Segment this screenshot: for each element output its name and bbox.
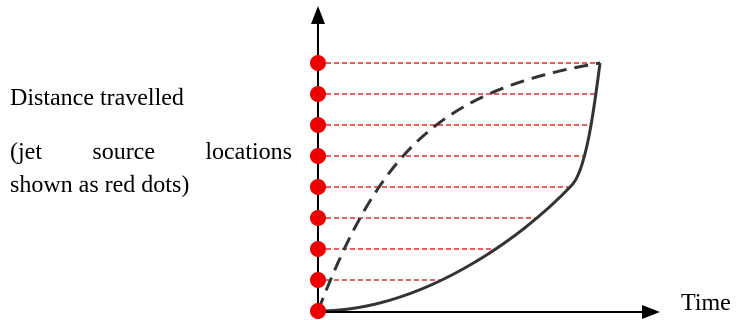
dashed-curve [316,61,601,312]
x-axis-label: Time [681,290,731,316]
jet-source-dot [310,117,326,133]
jet-source-dot [310,148,326,164]
y-axis-note-line-2: shown as red dots) [10,172,190,198]
y-axis-note-line-1: (jet source locations [10,139,292,165]
x-axis-arrowhead [642,305,660,319]
jet-source-dot [310,241,326,257]
jet-source-dot [310,179,326,195]
y-axis-label: Distance travelled [10,85,184,111]
jet-source-dot [310,303,326,319]
guide-lines [318,62,600,281]
jet-source-dot [310,210,326,226]
jet-source-dot [310,55,326,71]
jet-source-dots [310,55,326,319]
y-axis-arrowhead [311,6,325,24]
jet-source-dot [310,86,326,102]
solid-curve [317,62,602,313]
jet-source-dot [310,272,326,288]
